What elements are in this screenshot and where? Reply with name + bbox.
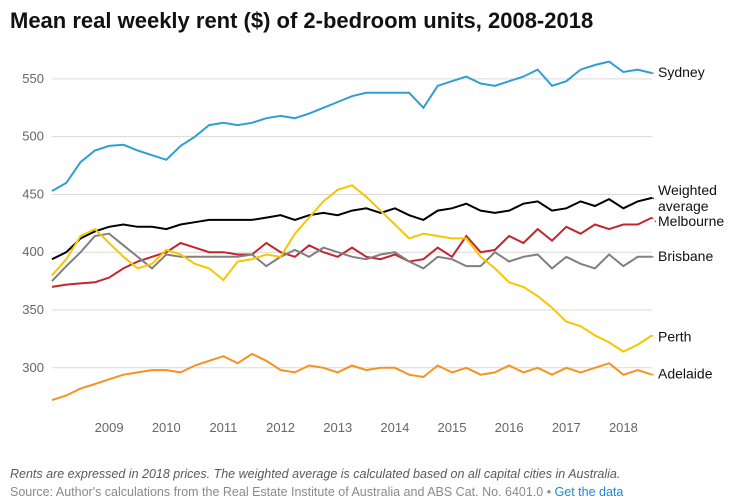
label-brisbane: Brisbane	[658, 248, 713, 264]
label-weighted-average: Weighted	[658, 182, 717, 198]
x-tick: 2014	[380, 420, 409, 435]
y-tick: 450	[22, 186, 44, 201]
x-tick: 2018	[609, 420, 638, 435]
x-tick: 2010	[152, 420, 181, 435]
chart-title: Mean real weekly rent ($) of 2-bedroom u…	[0, 0, 754, 34]
label-sydney: Sydney	[658, 64, 705, 80]
x-tick: 2017	[552, 420, 581, 435]
x-tick: 2009	[95, 420, 124, 435]
series-sydney	[52, 62, 652, 191]
series-adelaide	[52, 354, 652, 400]
y-tick: 350	[22, 302, 44, 317]
label-melbourne: Melbourne	[658, 213, 724, 229]
x-tick: 2011	[209, 420, 237, 435]
get-data-link[interactable]: Get the data	[555, 485, 624, 499]
label-adelaide: Adelaide	[658, 366, 713, 382]
x-tick: 2013	[323, 420, 352, 435]
chart-footnote: Rents are expressed in 2018 prices. The …	[10, 467, 620, 481]
x-tick: 2015	[438, 420, 467, 435]
y-tick: 550	[22, 71, 44, 86]
source-text: Source: Author's calculations from the R…	[10, 485, 555, 499]
chart-plot: 300 350 400 450 500 550 2009 2010 2011 2012 2013 20…	[10, 42, 744, 442]
series-brisbane	[52, 234, 652, 281]
y-tick: 300	[22, 360, 44, 375]
series-weighted-average	[52, 198, 652, 259]
chart-source: Source: Author's calculations from the R…	[10, 485, 623, 499]
x-tick: 2016	[495, 420, 524, 435]
label-perth: Perth	[658, 329, 691, 345]
chart-container: Mean real weekly rent ($) of 2-bedroom u…	[0, 0, 754, 503]
x-tick: 2012	[266, 420, 295, 435]
y-tick: 400	[22, 244, 44, 259]
y-tick: 500	[22, 129, 44, 144]
label2-weighted-average: average	[658, 198, 709, 214]
